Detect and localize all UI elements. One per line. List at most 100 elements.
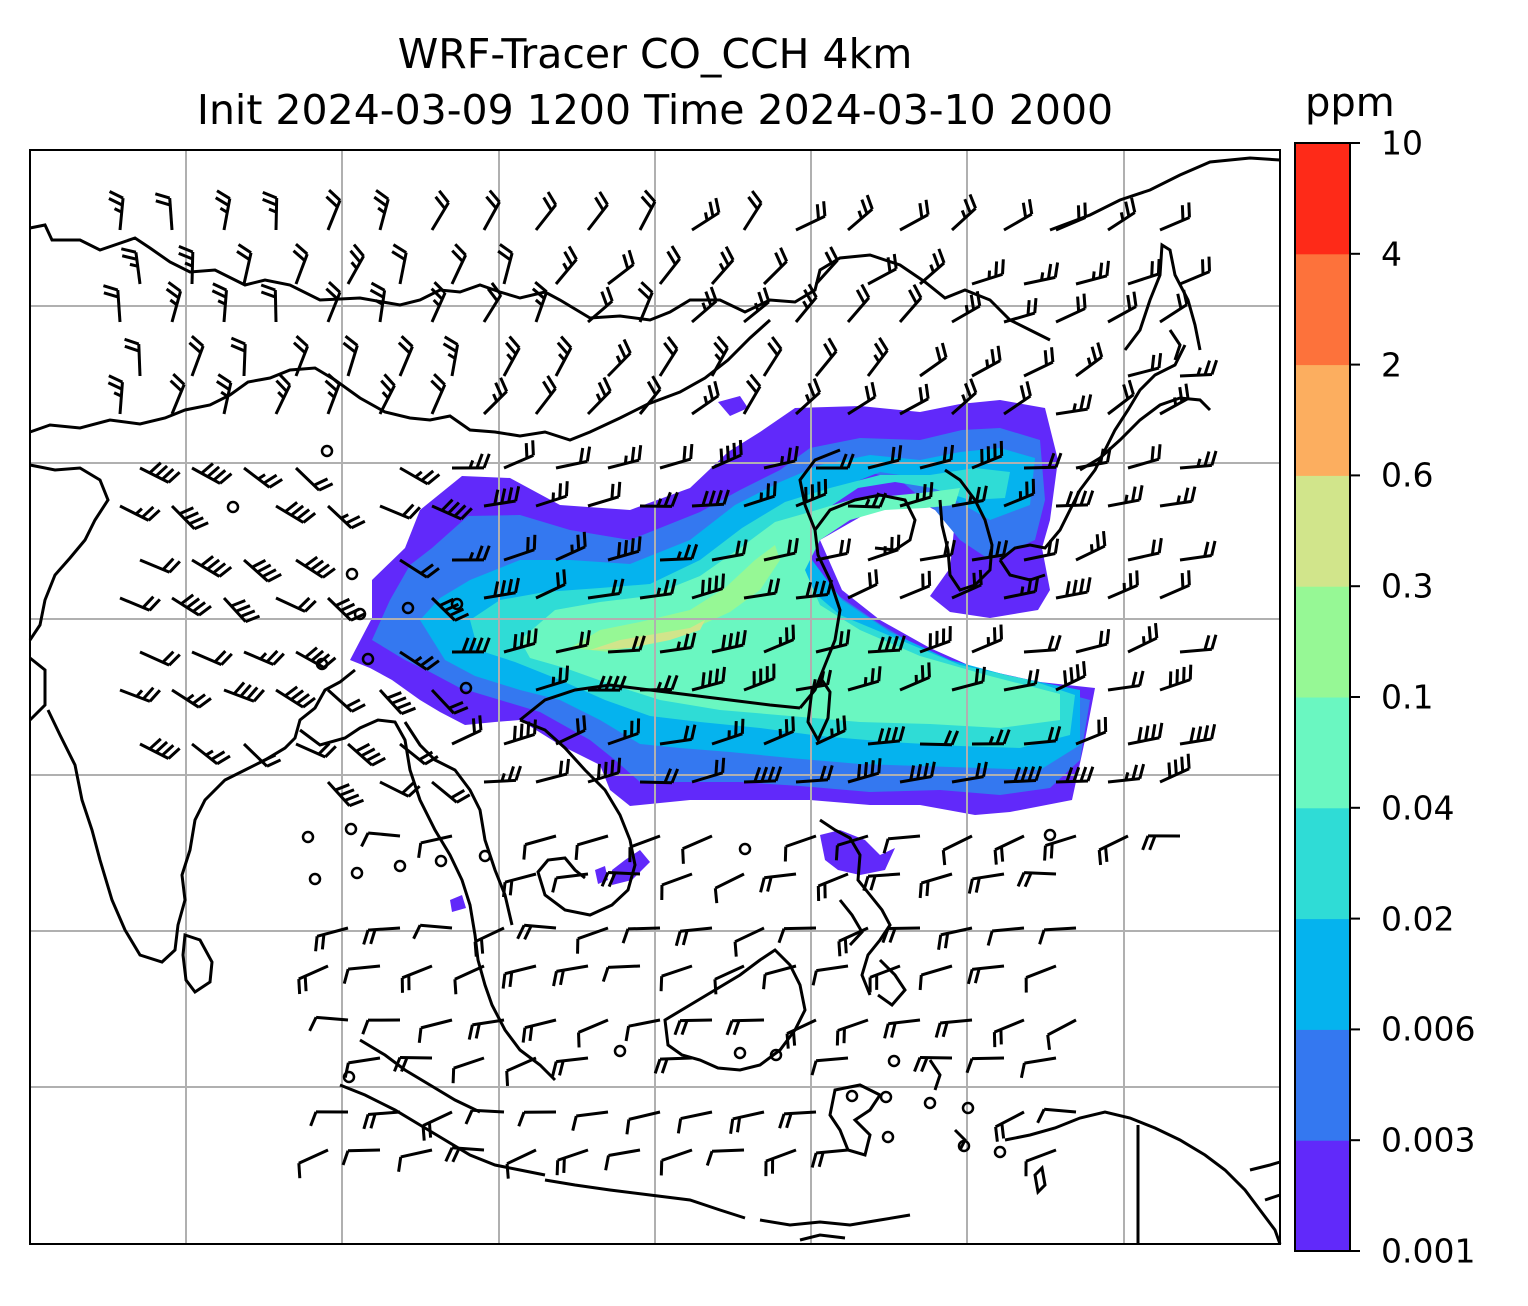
wind-barb: [431, 780, 471, 804]
wind-barb: [607, 635, 646, 654]
wind-barb: [1107, 763, 1146, 784]
wind-barb: [223, 681, 265, 703]
wind-barb: [501, 872, 537, 898]
wind-barb: [866, 337, 889, 377]
wind-barb: [711, 539, 748, 562]
wind-barb: [971, 345, 1002, 378]
wind-barb: [222, 596, 261, 624]
wind-barb: [881, 926, 921, 944]
wind-barb: [503, 534, 537, 562]
wind-barb: [535, 569, 567, 600]
wind-barb: [236, 243, 253, 285]
wind-barb: [571, 1110, 609, 1131]
wind-barb: [325, 189, 342, 231]
wind-barb: [743, 287, 771, 324]
wind-barb: [516, 923, 557, 941]
wind-barb: [292, 335, 310, 377]
wind-barb: [503, 440, 535, 470]
wind-barb: [867, 635, 906, 654]
wind-barb: [379, 503, 421, 520]
colorbar-bin: [1295, 1029, 1350, 1141]
wind-barb: [934, 1018, 973, 1038]
wind-barb: [430, 281, 447, 323]
calm-wind-marker: [350, 866, 364, 880]
wind-barb: [639, 674, 679, 692]
wind-barb: [971, 624, 1003, 654]
wind-barb: [326, 596, 366, 622]
wind-barb: [691, 197, 721, 232]
wind-barb: [586, 376, 612, 416]
wind-barb: [899, 199, 930, 232]
wind-barb: [412, 923, 453, 940]
coastline-segment: [798, 493, 917, 709]
wind-barb: [1127, 537, 1163, 562]
wind-barb: [1055, 490, 1095, 508]
wind-barb: [966, 964, 1005, 985]
wind-barb: [899, 570, 932, 600]
plume-contour: [718, 396, 748, 416]
wind-barb: [1016, 871, 1057, 888]
colorbar-bin: [1295, 918, 1350, 1030]
wind-barb: [691, 380, 720, 416]
wind-barb: [1075, 342, 1104, 378]
wind-barb: [444, 1146, 485, 1163]
wind-barb: [242, 742, 282, 768]
wind-barb: [119, 686, 161, 703]
wind-barb: [1127, 722, 1164, 746]
wind-barb: [639, 768, 680, 785]
wind-barb: [326, 780, 365, 808]
wind-barb: [274, 373, 292, 415]
wind-barb: [743, 481, 777, 508]
wind-barb: [1055, 293, 1087, 324]
wind-barb: [837, 926, 869, 957]
wind-barb: [815, 538, 852, 562]
wind-barb: [814, 337, 838, 377]
colorbar-tick-label: 0.04: [1381, 788, 1455, 828]
wind-barb: [294, 466, 334, 492]
wind-barb: [1055, 202, 1087, 232]
wind-barb: [659, 543, 699, 562]
coastline-segment: [1049, 156, 1281, 232]
wind-barb: [883, 1018, 921, 1039]
wind-barb: [482, 377, 509, 416]
wind-barb: [816, 872, 849, 902]
wind-barb: [442, 335, 460, 377]
wind-barb: [711, 718, 745, 746]
wind-barb: [639, 491, 679, 508]
wind-barb: [986, 926, 1025, 946]
coastline-segment: [339, 1083, 546, 1177]
wind-barb: [451, 715, 483, 746]
wind-barb: [587, 286, 614, 324]
wind-barb: [576, 926, 609, 954]
wind-barb: [733, 926, 765, 957]
wind-barb: [743, 766, 783, 784]
wind-barb: [587, 757, 622, 784]
wind-barb: [759, 872, 797, 893]
wind-barb: [139, 461, 181, 484]
wind-barb: [794, 283, 818, 323]
wind-barb: [243, 558, 282, 583]
wind-barb: [587, 675, 627, 692]
wind-barb: [951, 761, 988, 784]
wind-barb: [342, 964, 381, 985]
wind-barb: [899, 662, 931, 692]
wind-barb: [417, 1018, 453, 1043]
wind-barb: [324, 373, 341, 415]
wind-barb: [467, 1018, 505, 1040]
wind-barb: [1055, 577, 1092, 600]
wind-barb: [918, 964, 953, 991]
wind-barb: [1075, 260, 1110, 286]
wind-barb: [624, 1018, 661, 1042]
wind-barb: [391, 243, 408, 285]
coastline-segment: [29, 318, 772, 442]
colorbar-tick-label: 10: [1381, 123, 1423, 163]
wind-barb: [1127, 352, 1163, 378]
wind-barb: [555, 715, 587, 746]
coastline-segment: [828, 1083, 883, 1157]
wind-barb: [417, 834, 453, 858]
wind-barb: [937, 926, 973, 950]
wind-barb: [762, 247, 789, 286]
calm-wind-marker: [345, 567, 359, 581]
wind-barb: [691, 489, 730, 508]
wind-barb: [1179, 359, 1219, 378]
